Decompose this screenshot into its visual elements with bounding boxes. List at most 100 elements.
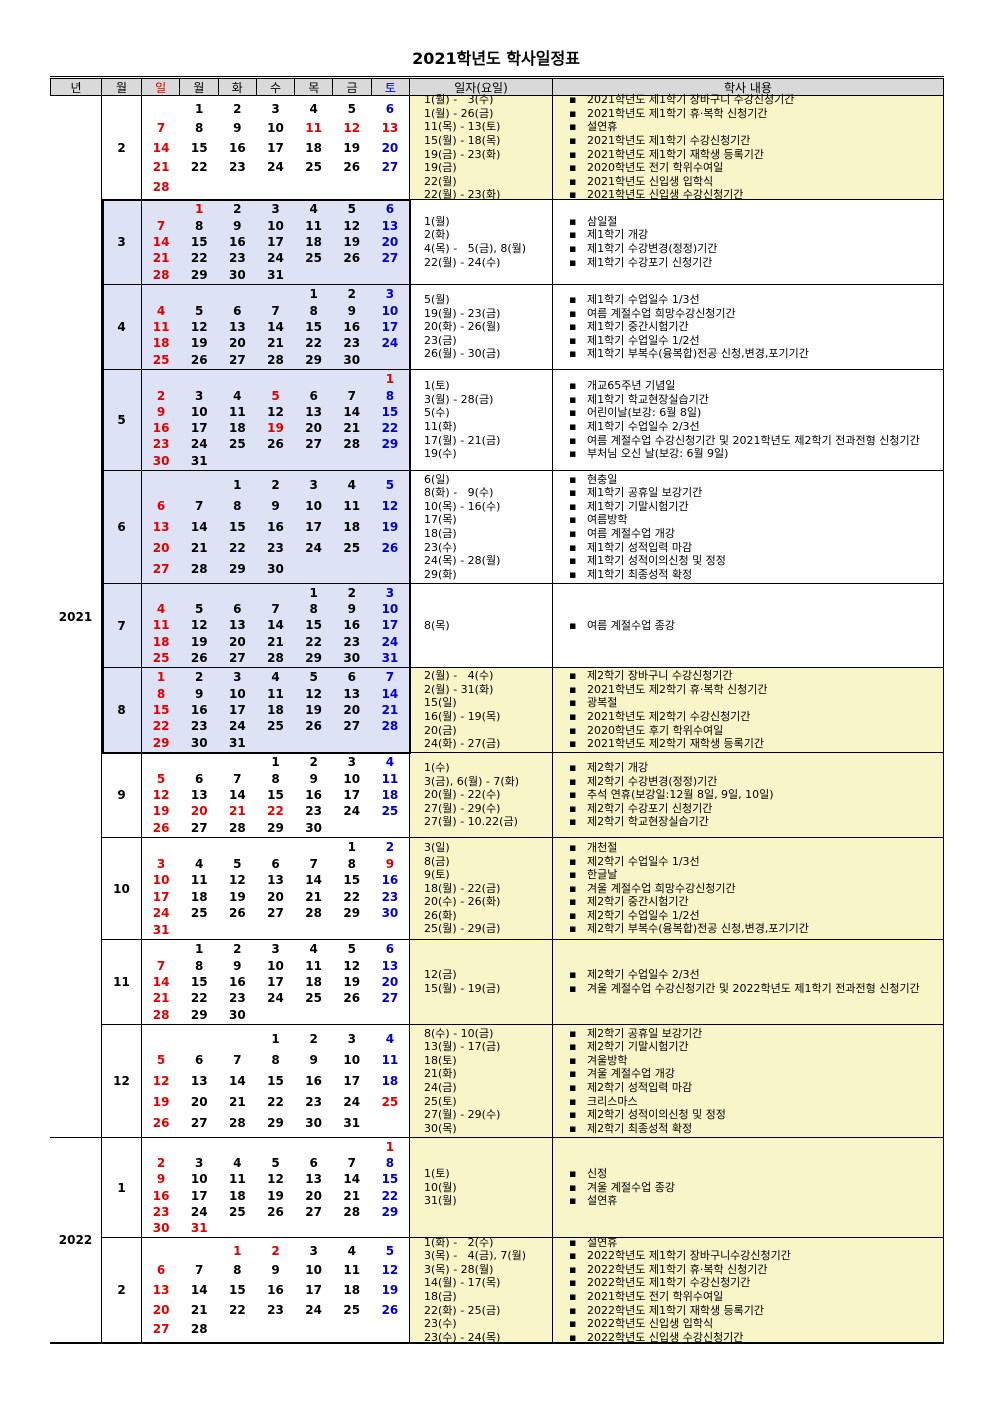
- day-number: 17: [343, 1074, 361, 1088]
- dates-cell: 3(일) 8(금) 9(토) 18(월) - 22(금) 20(수) - 26(화) 26…: [410, 838, 553, 940]
- day-number: [218, 1140, 256, 1154]
- day-number: 4: [195, 856, 204, 871]
- day-number: 22: [381, 1188, 399, 1203]
- day-number: 30: [267, 562, 284, 576]
- day-number: 9: [309, 771, 318, 786]
- day-number: [218, 1322, 256, 1336]
- event-text: 제1학기 수업일수 2/3선: [569, 420, 943, 434]
- day-number: 14: [343, 404, 361, 419]
- date-text: 26(월) - 30(금): [424, 347, 501, 361]
- event-text: 겨울방학: [569, 1054, 943, 1068]
- date-text: 8(목): [424, 618, 450, 632]
- day-number: 3: [271, 101, 280, 116]
- day-number: [333, 923, 371, 937]
- day-number: 26: [152, 820, 170, 835]
- day-number: 25: [305, 991, 322, 1006]
- week-row: 31: [142, 923, 409, 937]
- day-number: 20: [229, 634, 246, 649]
- calendar: 1 2 3 4 5 6 7 8 9 10 11 12 13 14 15 16 17 18 19 20 21 22 23 24 2…: [142, 1238, 410, 1343]
- week-row: 4 5 6 7 8 9 10: [142, 602, 409, 616]
- date-text: 19(금): [424, 161, 457, 175]
- event-text: 제1학기 기말시험기간: [569, 500, 943, 514]
- date-text: 3(목) - 28(월): [424, 1262, 494, 1276]
- event-text: 삼일절: [569, 215, 943, 229]
- day-number: 12: [190, 618, 208, 633]
- day-number: 14: [305, 873, 322, 888]
- header-cell: 월: [180, 79, 219, 96]
- day-number: 16: [343, 618, 361, 633]
- week-row: 5 6 7 8 9 10 11: [142, 1053, 409, 1067]
- calendar: 1 2 3 4 5 6 7 8 9 10 11 12 13 14 15 16 17 18 19 20 21 22 23 24 2…: [142, 285, 410, 370]
- day-number: 17: [152, 889, 170, 904]
- week-row: 22 23 24 25 26 27 28: [142, 719, 409, 733]
- event-text: 여름 계절수업 수강신청기간 및 2021학년도 제2학기 전과전형 신청기간: [569, 434, 943, 448]
- day-number: 20: [343, 702, 361, 717]
- day-number: 4: [309, 202, 318, 217]
- event-text: 제2학기 수업일수 1/2선: [569, 909, 943, 923]
- day-number: 23: [267, 541, 284, 555]
- day-number: 11: [381, 771, 399, 786]
- date-text: 2(월) - 31(화): [424, 682, 494, 696]
- day-number: 11: [305, 121, 322, 135]
- date-text: 15(월) - 19(금): [424, 982, 501, 995]
- day-number: 1: [309, 287, 318, 302]
- day-number: 25: [152, 352, 170, 367]
- date-text: 18(금): [424, 1290, 457, 1303]
- day-number: 5: [309, 670, 318, 685]
- date-text: 22(월) - 23(화): [424, 188, 501, 202]
- event-text: 2021학년도 신입생 입학식: [569, 175, 943, 189]
- day-number: 27: [381, 251, 399, 266]
- week-row: 24 25 26 27 28 29 30: [142, 906, 409, 920]
- day-number: 27: [381, 991, 399, 1006]
- week-row: 30 31: [142, 1221, 409, 1235]
- day-number: 1: [195, 942, 204, 957]
- day-number: 24: [152, 906, 170, 921]
- day-number: 30: [190, 735, 208, 750]
- date-text: 12(금): [424, 968, 457, 982]
- events-cell: 여름 계절수업 종강: [553, 584, 944, 668]
- day-number: 28: [152, 179, 170, 194]
- week-row: 11 12 13 14 15 16 17: [142, 618, 409, 632]
- date-text: 6(일): [424, 472, 450, 486]
- day-number: 13: [381, 121, 399, 135]
- day-number: 4: [309, 101, 318, 116]
- page-title: 2021학년도 학사일정표: [412, 49, 580, 68]
- day-number: 27: [229, 352, 246, 367]
- day-number: 2: [156, 388, 166, 403]
- day-number: 17: [267, 974, 284, 989]
- day-number: [371, 1221, 409, 1235]
- day-number: [371, 821, 409, 835]
- week-row: 26 27 28 29 30: [142, 821, 409, 835]
- header-cell: 수: [256, 79, 296, 96]
- day-number: 13: [152, 520, 170, 534]
- events-cell: 삼일절제1학기 개강제1학기 수강변경(정정)기간제1학기 수강포기 신청기간: [553, 200, 944, 285]
- day-number: [295, 1008, 333, 1022]
- day-number: [218, 1032, 256, 1046]
- date-text: 23(수): [424, 1317, 457, 1331]
- day-number: [218, 755, 256, 769]
- day-number: 24: [267, 251, 284, 266]
- event-text: 제2학기 수강변경(정정)기간: [569, 775, 943, 789]
- month-cell: 5: [102, 370, 142, 471]
- day-number: 4: [233, 388, 242, 403]
- day-number: 17: [381, 618, 399, 633]
- day-number: 9: [233, 218, 242, 233]
- day-number: 19: [343, 974, 361, 989]
- event-text: 2020학년도 전기 학위수여일: [569, 161, 943, 175]
- day-number: 30: [229, 1007, 246, 1022]
- event-text: 개천절: [569, 841, 943, 855]
- header-cell: 월: [102, 79, 142, 96]
- day-number: 15: [190, 974, 208, 989]
- event-text: 2021학년도 제1학기 휴·복학 신청기간: [569, 107, 943, 121]
- event-text: 제1학기 부복수(융복합)전공 신청,변경,포기기간: [569, 347, 943, 361]
- day-number: 1: [347, 840, 356, 855]
- day-number: 6: [309, 388, 318, 403]
- day-number: [180, 180, 218, 194]
- day-number: 14: [152, 234, 170, 249]
- day-number: 2: [156, 1156, 166, 1171]
- day-number: 28: [267, 352, 284, 367]
- day-number: [142, 102, 180, 116]
- month-cell: 8: [102, 668, 142, 753]
- week-row: 20 21 22 23 24 25 26: [142, 541, 409, 555]
- day-number: 10: [267, 121, 284, 135]
